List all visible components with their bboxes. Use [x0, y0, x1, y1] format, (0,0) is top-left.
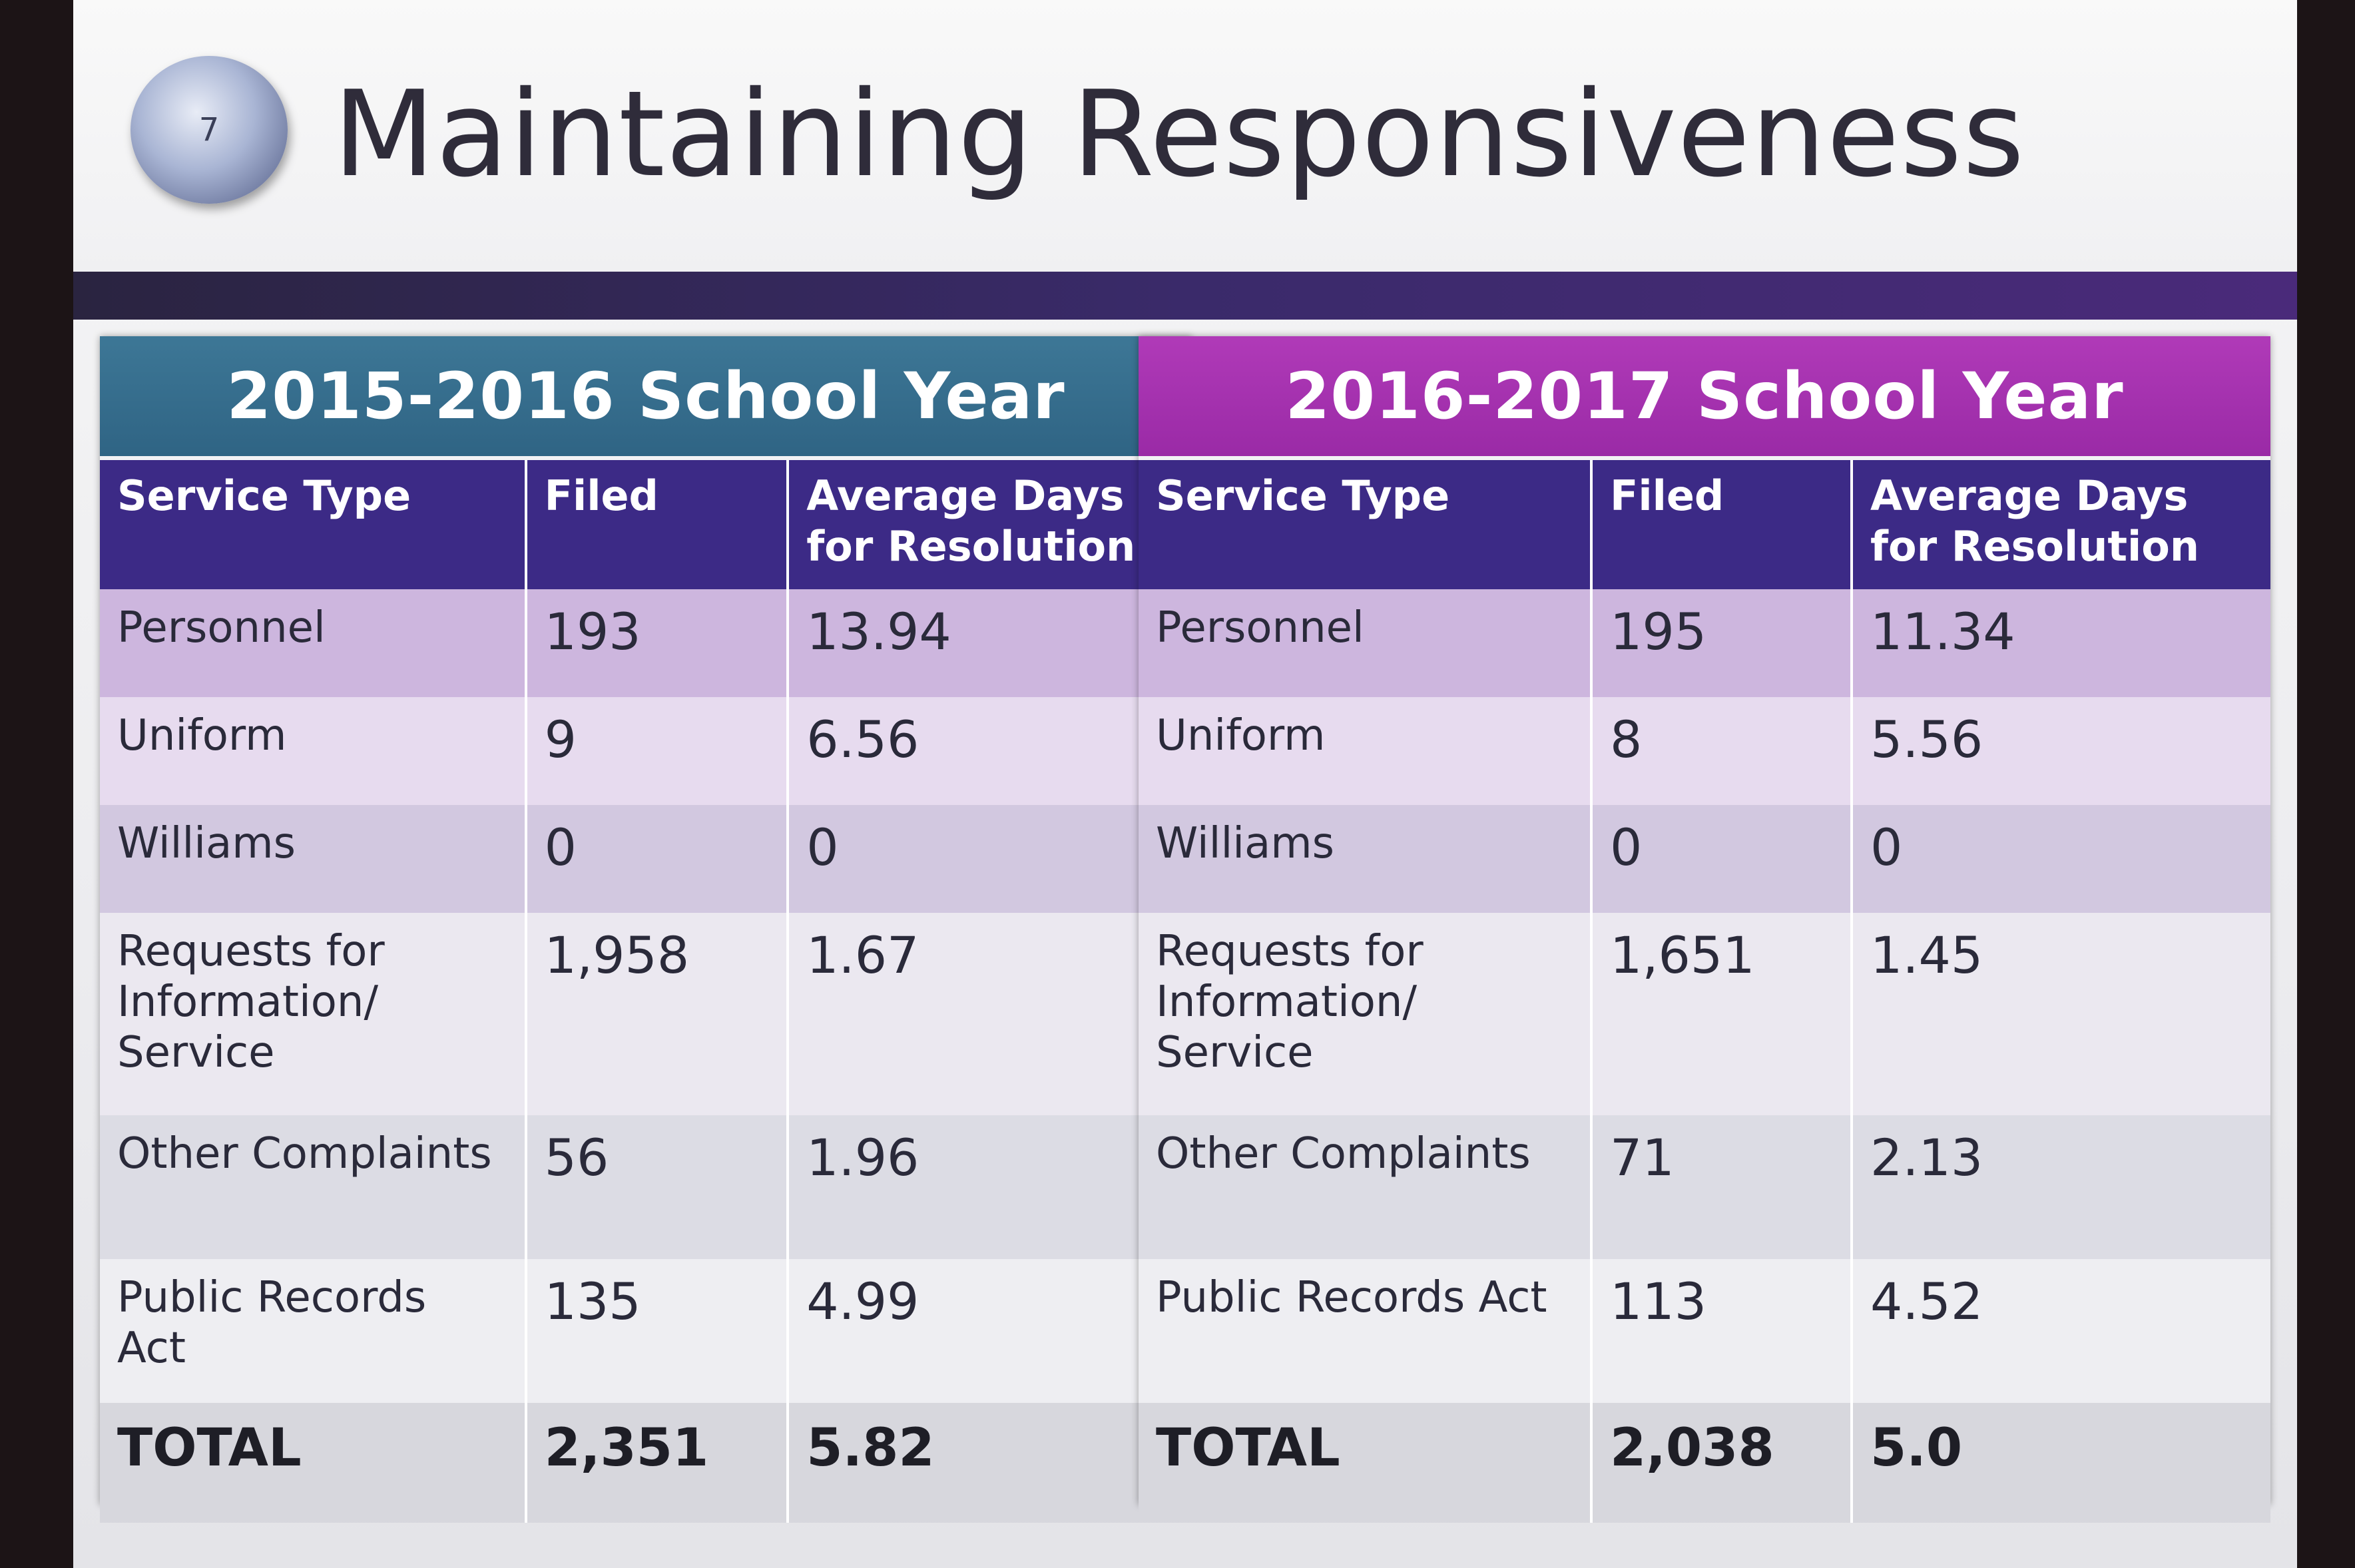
filed-cell: 195	[1591, 589, 1853, 697]
slide-title-bar	[73, 0, 2297, 280]
service-type-cell: Other Complaints	[100, 1115, 527, 1259]
avg-days-cell: 5.56	[1852, 697, 2270, 805]
column-header-avg-days: Average Days for Resolution	[788, 460, 1192, 589]
column-header-row: Service Type Filed Average Days for Reso…	[1139, 460, 2270, 589]
total-avg-days: 5.82	[788, 1403, 1192, 1523]
service-type-cell: Uniform	[1139, 697, 1593, 805]
column-header-row: Service Type Filed Average Days for Reso…	[100, 460, 1192, 589]
avg-days-cell: 0	[1852, 805, 2270, 913]
avg-days-cell: 1.45	[1852, 913, 2270, 1115]
service-type-cell: Other Complaints	[1139, 1115, 1593, 1259]
column-header-filed: Filed	[525, 460, 790, 589]
filed-cell: 135	[525, 1259, 790, 1403]
total-filed: 2,038	[1591, 1403, 1853, 1523]
accent-strip	[73, 272, 2297, 320]
table-row: Personnel 195 11.34	[1139, 589, 2270, 697]
data-table: Service Type Filed Average Days for Reso…	[1139, 460, 2270, 1523]
avg-days-cell: 11.34	[1852, 589, 2270, 697]
table-row: Williams 0 0	[1139, 805, 2270, 913]
column-header-service-type: Service Type	[1139, 460, 1593, 589]
avg-days-cell: 4.52	[1852, 1259, 2270, 1403]
filed-cell: 193	[525, 589, 790, 697]
table-row: Uniform 9 6.56	[100, 697, 1192, 805]
service-type-cell: Uniform	[100, 697, 527, 805]
table-row: Williams 0 0	[100, 805, 1192, 913]
avg-days-cell: 2.13	[1852, 1115, 2270, 1259]
avg-days-cell: 13.94	[788, 589, 1192, 697]
column-header-avg-days: Average Days for Resolution	[1852, 460, 2270, 589]
table-row: Requests for Information/ Service 1,651 …	[1139, 913, 2270, 1115]
filed-cell: 71	[1591, 1115, 1853, 1259]
table-row: Other Complaints 56 1.96	[100, 1115, 1192, 1259]
avg-days-cell: 1.96	[788, 1115, 1192, 1259]
slide-number: 7	[198, 111, 220, 148]
service-type-cell: Personnel	[1139, 589, 1593, 697]
table-row: Uniform 8 5.56	[1139, 697, 2270, 805]
year-header: 2016-2017 School Year	[1139, 336, 2270, 456]
table-row: Public Records Act 135 4.99	[100, 1259, 1192, 1403]
avg-days-cell: 4.99	[788, 1259, 1192, 1403]
page-title: Maintaining Responsiveness	[333, 65, 2025, 203]
year-header: 2015-2016 School Year	[100, 336, 1192, 456]
table-row: Other Complaints 71 2.13	[1139, 1115, 2270, 1259]
filed-cell: 1,958	[525, 913, 790, 1115]
filed-cell: 8	[1591, 697, 1853, 805]
service-type-cell: Williams	[100, 805, 527, 913]
service-type-cell: Williams	[1139, 805, 1593, 913]
total-filed: 2,351	[525, 1403, 790, 1523]
service-type-cell: Public Records Act	[100, 1259, 527, 1403]
service-type-cell: Personnel	[100, 589, 527, 697]
projected-slide: 7 Maintaining Responsiveness 2015-2016 S…	[73, 0, 2297, 1568]
service-type-cell: Public Records Act	[1139, 1259, 1593, 1403]
table-2016-2017: 2016-2017 School Year Service Type Filed…	[1139, 336, 2270, 1523]
avg-days-cell: 6.56	[788, 697, 1192, 805]
table-row: Requests for Information/ Service 1,958 …	[100, 913, 1192, 1115]
total-label: TOTAL	[100, 1403, 527, 1523]
filed-cell: 0	[525, 805, 790, 913]
filed-cell: 9	[525, 697, 790, 805]
column-header-service-type: Service Type	[100, 460, 527, 589]
slide-number-badge: 7	[131, 56, 288, 204]
filed-cell: 56	[525, 1115, 790, 1259]
table-row: Personnel 193 13.94	[100, 589, 1192, 697]
avg-days-cell: 1.67	[788, 913, 1192, 1115]
column-header-filed: Filed	[1591, 460, 1853, 589]
total-row: TOTAL 2,351 5.82	[100, 1403, 1192, 1523]
table-2015-2016: 2015-2016 School Year Service Type Filed…	[100, 336, 1192, 1523]
total-row: TOTAL 2,038 5.0	[1139, 1403, 2270, 1523]
avg-days-cell: 0	[788, 805, 1192, 913]
filed-cell: 0	[1591, 805, 1853, 913]
service-type-cell: Requests for Information/ Service	[1139, 913, 1593, 1115]
table-row: Public Records Act 113 4.52	[1139, 1259, 2270, 1403]
filed-cell: 113	[1591, 1259, 1853, 1403]
filed-cell: 1,651	[1591, 913, 1853, 1115]
total-label: TOTAL	[1139, 1403, 1593, 1523]
total-avg-days: 5.0	[1852, 1403, 2270, 1523]
service-type-cell: Requests for Information/ Service	[100, 913, 527, 1115]
data-table: Service Type Filed Average Days for Reso…	[100, 460, 1192, 1523]
